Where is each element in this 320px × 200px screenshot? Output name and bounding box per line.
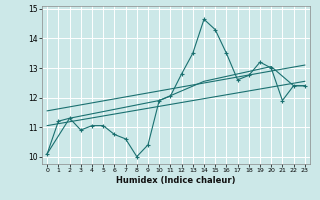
- X-axis label: Humidex (Indice chaleur): Humidex (Indice chaleur): [116, 176, 236, 185]
